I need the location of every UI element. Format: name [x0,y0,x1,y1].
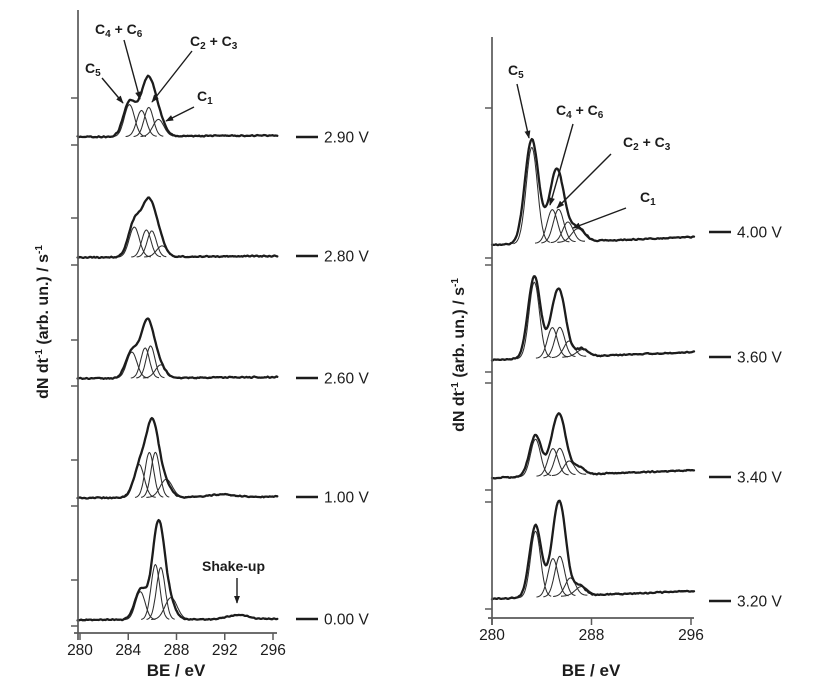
fit-component-curve [550,221,585,244]
fit-component-curve [543,326,576,359]
envelope-curve [490,137,696,247]
envelope-curve [76,317,279,381]
envelope-curve [76,74,279,139]
fit-component-curve [151,597,191,621]
peak-label-c4-c6-left: C4 + C6 [95,21,143,40]
envelope-curve [490,499,696,601]
fit-component-curve [557,228,598,243]
x-tick-label: 292 [212,642,238,659]
fit-component-curve [541,208,576,244]
voltage-label: 3.20 V [737,594,782,611]
fit-component-curve [534,209,570,244]
peak-label-c5-right: C5 [508,62,524,81]
peak-label-c4-c6-right: C4 + C6 [556,102,604,121]
fit-component-curve [117,226,151,258]
voltage-label: 3.60 V [737,350,782,367]
voltage-label: 4.00 V [737,225,782,242]
fit-component-curve [536,448,569,477]
fit-component-curve [536,558,569,598]
voltage-label: 2.90 V [324,130,369,147]
fit-component-curve [140,118,177,138]
envelope-curve [76,196,279,260]
fit-component-curve [131,229,161,258]
fit-component-curve [136,230,167,258]
annotation-arrow-c1 [165,106,195,122]
peak-label-shake-up-left: Shake-up [202,558,266,574]
fit-component-curve [551,460,587,477]
fit-component-curve [553,577,588,598]
fit-component-curve [543,555,576,598]
fit-component-curve [141,563,170,620]
voltage-label: 3.40 V [737,470,782,487]
voltage-label: 0.00 V [324,612,369,629]
x-axis-title-right: BE / eV [561,661,621,680]
peak-label-c1-left: C1 [197,88,213,107]
fit-component-curve [518,530,552,599]
x-tick-label: 284 [115,642,141,659]
annotation-arrow-c1 [572,207,627,229]
x-axis-title-left: BE / eV [146,661,206,680]
fit-component-curve [551,340,587,359]
fit-component-curve [141,451,170,498]
fit-component-curve [535,327,569,359]
fit-component-curve [543,447,576,477]
fit-component-curve [115,351,149,379]
envelope-curve [76,416,279,500]
peak-label-c5-left: C5 [85,60,101,79]
annotation-arrow-c2-c3 [151,50,193,103]
peak-label-c2-c3-left: C2 + C3 [190,33,238,52]
envelope-curve [490,275,696,362]
panel-right: 4.00 V 3.60 V 3.40 V 3.20 V 280 288 296 [479,37,782,644]
peak-label-c1-right: C1 [640,189,656,208]
fit-component-curve [136,345,165,379]
fit-component-curve [146,566,175,620]
x-tick-label: 288 [579,627,605,644]
peak-label-c2-c3-right: C2 + C3 [623,134,671,153]
voltage-label: 2.80 V [324,249,369,266]
voltage-label: 1.00 V [324,490,369,507]
fit-component-curve [133,106,164,138]
y-axis-title-left: dN dt-1 (arb. un.) / s-1 [34,245,52,399]
envelope-curve [76,518,279,622]
annotation-arrow-c5 [516,83,531,139]
voltage-label: 2.60 V [324,371,369,388]
x-tick-label: 288 [164,642,190,659]
y-axis-title-right: dN dt-1 (arb. un.) / s-1 [450,278,468,432]
annotation-arrow-c5 [101,77,124,104]
annotation-arrow-c2-c3 [556,153,612,209]
panel-left: 2.90 V 2.80 V 2.60 V 1.00 V 0.00 V 280 284 288 2… [67,10,369,659]
fit-component-curve [130,347,160,379]
x-tick-label: 296 [678,627,704,644]
envelope-curve [490,412,696,480]
fit-component-curve [125,109,157,138]
fit-component-curve [134,451,164,498]
fit-component-curve [518,438,552,478]
fit-component-curve [516,281,552,360]
x-tick-label: 296 [260,642,286,659]
annotation-arrow-c4-c6 [123,39,142,100]
annotation-arrow-c4-c6 [549,123,574,206]
x-tick-label: 280 [67,642,93,659]
fit-component-curve [112,104,146,138]
x-tick-label: 280 [479,627,505,644]
